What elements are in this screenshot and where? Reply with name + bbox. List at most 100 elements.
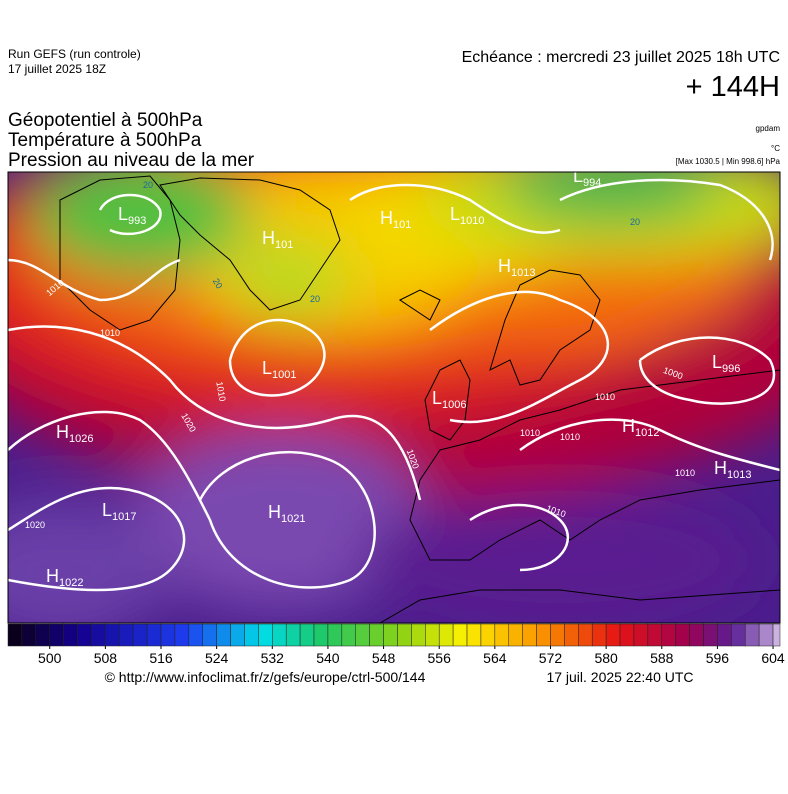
shade: [500, 172, 720, 220]
center-letter: L: [118, 204, 128, 224]
center-value: 994: [583, 177, 601, 189]
colorbar-tick-label: 596: [706, 650, 730, 666]
center-letter: H: [380, 208, 393, 228]
pressure-center: L1006: [432, 388, 467, 411]
pressure-center: H1026: [56, 422, 93, 445]
isobars: [8, 178, 780, 592]
color-cell: [49, 623, 64, 647]
colorbar-tick-label: 508: [94, 650, 118, 666]
center-letter: H: [46, 566, 59, 586]
center-letter: H: [622, 416, 635, 436]
center-letter: H: [498, 256, 511, 276]
isobar: [469, 503, 570, 572]
color-cell: [550, 623, 565, 647]
center-letter: L: [573, 166, 583, 186]
field-label: Géopotentiel à 500hPa: [8, 110, 203, 131]
field-shading: [8, 172, 780, 623]
scandinavia: [489, 269, 601, 386]
british-isles: [424, 359, 471, 441]
center-value: 993: [128, 215, 146, 227]
color-cell: [299, 623, 315, 647]
europe-coast: [379, 369, 780, 623]
contour-label: 1010: [595, 392, 615, 402]
color-cell: [230, 623, 245, 647]
isobar: [349, 183, 561, 234]
run-date: 17 juillet 2025 18Z: [8, 62, 106, 76]
shade: [30, 172, 250, 275]
contour-label: 1010: [560, 432, 580, 442]
contour-label: 1010: [100, 328, 120, 338]
color-cell: [647, 623, 663, 647]
pressure-center: L996: [712, 352, 740, 375]
color-cell: [355, 623, 370, 647]
color-cell: [703, 623, 718, 647]
contour-label: 20: [143, 180, 153, 190]
colorbar-tick-label: 524: [205, 650, 229, 666]
color-cell: [63, 623, 78, 647]
colorbar-tick-label: 580: [594, 650, 618, 666]
color-cell: [689, 623, 704, 647]
center-value: 1012: [635, 427, 659, 439]
pressure-center: H1022: [46, 566, 83, 589]
source-link[interactable]: © http://www.infoclimat.fr/z/gefs/europe…: [105, 669, 426, 685]
color-cell: [480, 623, 496, 647]
color-cell: [313, 623, 329, 647]
center-value: 1001: [272, 369, 296, 381]
contour-label: 20: [211, 277, 225, 291]
coastlines: [59, 175, 780, 623]
isobar: [228, 318, 326, 397]
isobar: [429, 290, 610, 424]
colorbar-tick-label: 500: [38, 650, 62, 666]
contour-label: 20: [310, 294, 320, 304]
pressure-center: L993: [118, 204, 146, 227]
color-cell: [438, 623, 454, 647]
pressure-center: H1012: [622, 416, 659, 439]
center-value: 1013: [727, 469, 751, 481]
center-value: 1021: [281, 513, 305, 525]
color-cell: [452, 623, 468, 647]
color-cell: [661, 623, 676, 647]
field-label: Pression au niveau de la mer: [8, 150, 255, 171]
shade: [8, 500, 170, 623]
unit-label: [Max 1030.5 | Min 998.6] hPa: [676, 157, 781, 166]
color-cell: [536, 623, 551, 647]
color-cell: [675, 623, 690, 647]
colorbar-tick-label: 588: [650, 650, 674, 666]
color-cell: [77, 623, 92, 647]
color-cell: [494, 623, 510, 647]
color-cell: [605, 623, 621, 647]
center-letter: L: [102, 500, 112, 520]
isobar: [559, 178, 774, 261]
color-cell: [202, 623, 217, 647]
pressure-center: H101: [262, 228, 293, 251]
center-letter: H: [714, 458, 727, 478]
pressure-center: H1013: [714, 458, 751, 481]
color-cell: [564, 623, 579, 647]
color-cell: [258, 623, 273, 647]
color-cell: [731, 623, 746, 647]
shade: [130, 430, 430, 610]
contour-label: 1020: [25, 520, 45, 530]
center-value: 101: [275, 239, 293, 251]
color-cell: [285, 623, 301, 647]
contour-label: 1010: [520, 428, 540, 438]
center-value: 1026: [69, 433, 93, 445]
color-cell: [216, 623, 231, 647]
center-letter: L: [262, 358, 272, 378]
color-cell: [341, 623, 356, 647]
lead-time: + 144H: [686, 71, 780, 103]
colorbar-tick-label: 548: [372, 650, 396, 666]
center-value: 101: [393, 219, 411, 231]
colorbar-tick-label: 540: [316, 650, 340, 666]
color-cell: [411, 623, 426, 647]
colorbar-tick-label: 604: [761, 650, 785, 666]
color-cell: [633, 623, 649, 647]
pressure-center: L1017: [102, 500, 137, 523]
isobar: [98, 193, 162, 236]
color-cell: [21, 623, 37, 647]
pressure-center: L1001: [262, 358, 297, 381]
color-cell: [466, 623, 482, 647]
color-cell: [272, 623, 287, 647]
color-cell: [758, 623, 774, 647]
color-cell: [508, 623, 523, 647]
